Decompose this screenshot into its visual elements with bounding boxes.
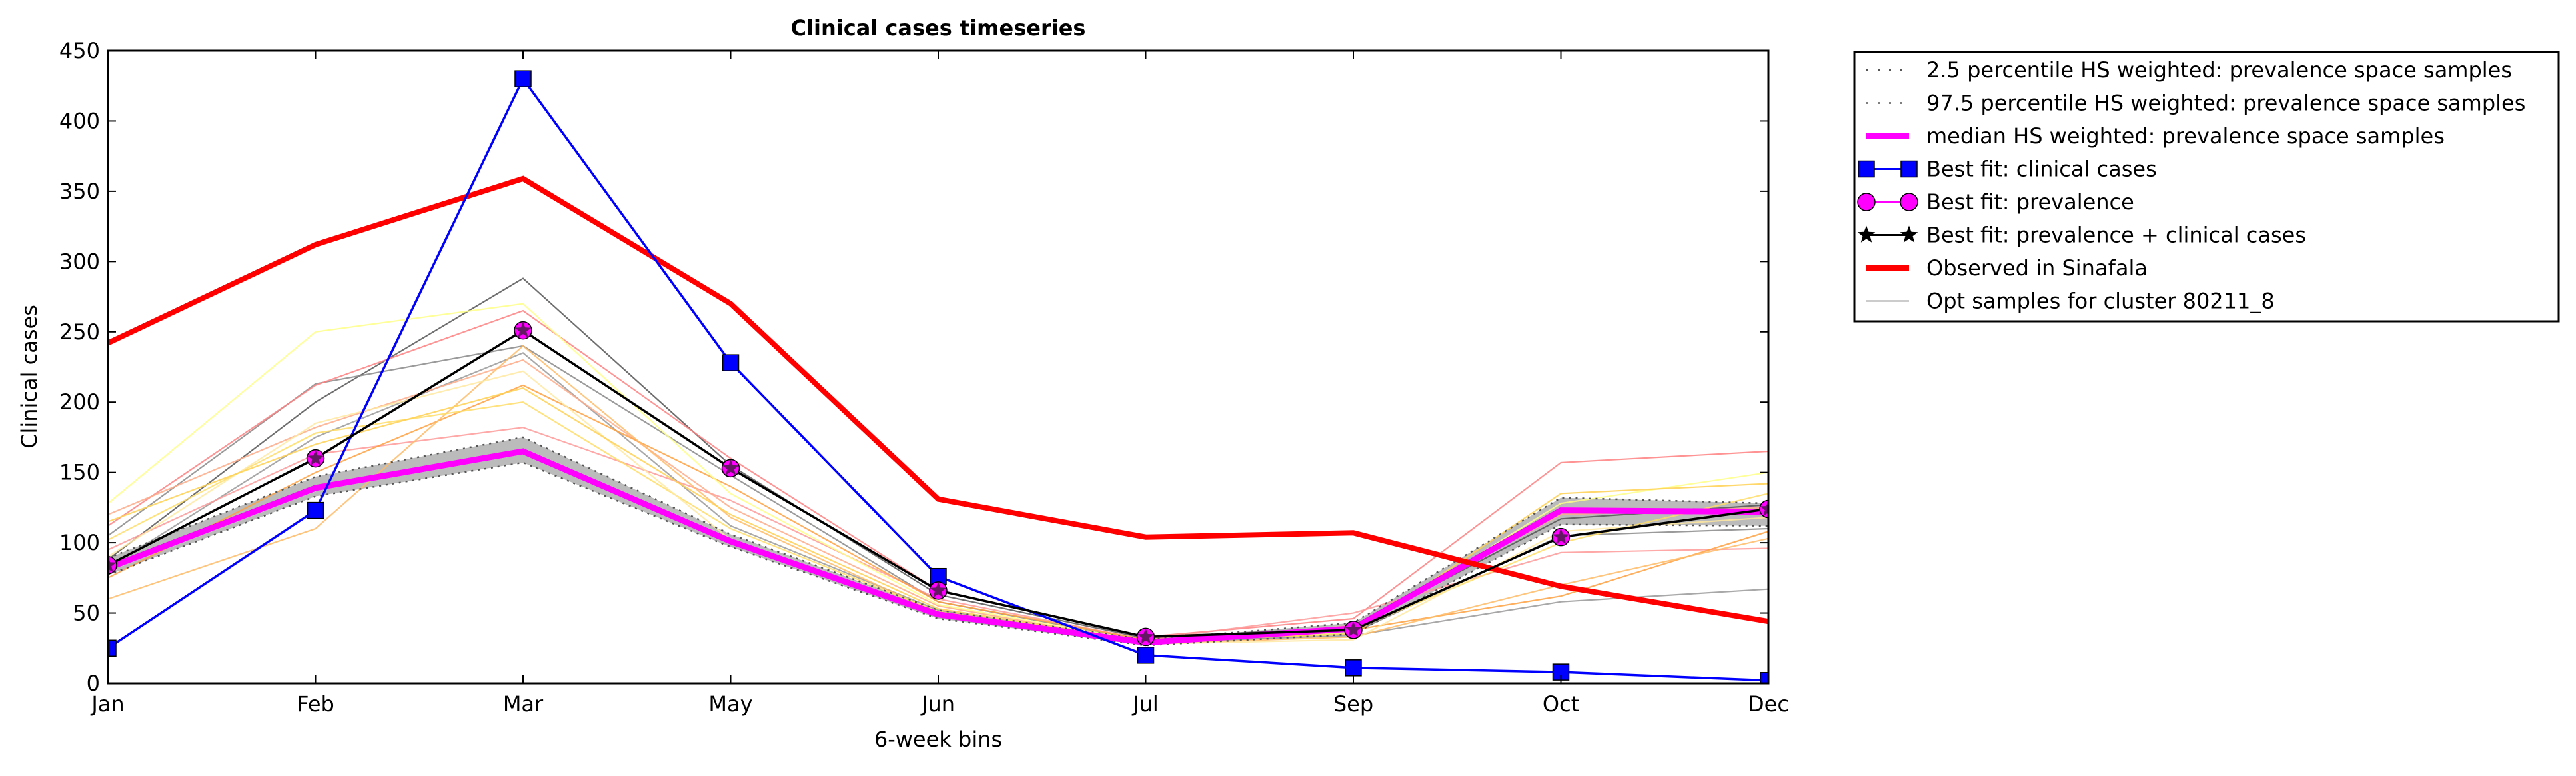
x-tick-label: Sep [1333,691,1373,717]
legend-marker [1857,193,1876,211]
x-tick-label: Jun [920,691,955,717]
best-fit-combined-point [1137,628,1154,644]
legend-item-4: Best fit: clinical cases [1858,157,2157,182]
legend-label: Best fit: clinical cases [1926,157,2157,182]
sample-line-7 [108,384,1768,641]
best-fit-combined-point [307,449,324,466]
best-fit-clinical-point [108,639,117,657]
sample-line-12 [108,387,1768,642]
y-axis-label: Clinical cases [17,305,42,449]
x-tick-label: Feb [297,691,334,717]
legend-item-8: Opt samples for cluster 80211_8 [1866,289,2275,314]
y-tick-label: 250 [59,319,100,345]
legend-item-6: Best fit: prevalence + clinical cases [1857,223,2306,248]
y-tick-label: 300 [59,249,100,274]
x-tick-label: Jul [1131,691,1159,717]
x-axis: Jan Feb Mar May Jun Jul Sep Oct Dec [90,51,1789,717]
x-tick-label: Jan [90,691,124,717]
x-tick-label: Dec [1748,691,1789,717]
legend-label: Opt samples for cluster 80211_8 [1926,289,2275,314]
legend: 2.5 percentile HS weighted: prevalence s… [1853,51,2560,323]
y-tick-label: 400 [59,108,100,133]
legend-marker [1900,193,1918,211]
best-fit-clinical-point [1137,647,1155,664]
y-tick-label: 0 [87,671,100,696]
best-fit-combined-point [930,581,947,598]
legend-item-7: Observed in Sinafala [1866,255,2148,281]
legend-label: Best fit: prevalence + clinical cases [1926,223,2306,248]
chart-title: Clinical cases timeseries [791,15,1086,41]
x-tick-label: May [708,691,752,717]
legend-item-3: median HS weighted: prevalence space sam… [1866,123,2445,149]
median-line [108,448,1768,646]
legend-label: Observed in Sinafala [1926,255,2148,281]
p97-5-line [108,436,1768,641]
y-tick-label: 150 [59,460,100,485]
plot-inner [108,70,1768,683]
x-tick-label: Mar [503,691,544,717]
plot-area [107,49,1770,685]
best-fit-clinical-point [1345,659,1362,677]
legend-marker [1857,225,1876,243]
best-fit-combined-point [1760,500,1768,516]
legend-item-5: Best fit: prevalence [1857,189,2134,215]
legend-item-2: 97.5 percentile HS weighted: prevalence … [1866,91,2525,116]
legend-label: 97.5 percentile HS weighted: prevalence … [1926,91,2525,116]
legend-marker [1900,225,1918,243]
legend-item-1: 2.5 percentile HS weighted: prevalence s… [1866,57,2512,83]
best-fit-clinical-point [514,70,532,87]
y-tick-label: 50 [73,601,100,626]
legend-box [1853,51,2560,323]
legend-marker [1858,160,1875,178]
best-fit-clinical-point [1760,672,1768,683]
y-tick-label: 450 [59,38,100,63]
best-fit-combined-point [514,321,532,338]
y-tick-label: 350 [59,179,100,204]
legend-marker [1900,160,1918,178]
x-axis-label: 6-week bins [874,727,1002,752]
best-fit-combined-point [1345,621,1362,637]
sample-line-3 [108,352,1768,643]
best-fit-clinical-point [722,354,740,371]
x-tick-label: Oct [1543,691,1579,717]
legend-label: 2.5 percentile HS weighted: prevalence s… [1926,57,2512,83]
y-axis: 0 50 100 150 200 250 300 350 400 450 [59,38,1768,696]
legend-label: Best fit: prevalence [1926,189,2134,215]
y-tick-label: 100 [59,530,100,555]
y-tick-label: 200 [59,389,100,415]
best-fit-combined-point [108,556,117,573]
best-fit-combined-point [722,459,739,475]
legend-label: median HS weighted: prevalence space sam… [1926,123,2445,149]
best-fit-clinical-point [307,501,324,519]
best-fit-combined-point [1553,528,1569,545]
